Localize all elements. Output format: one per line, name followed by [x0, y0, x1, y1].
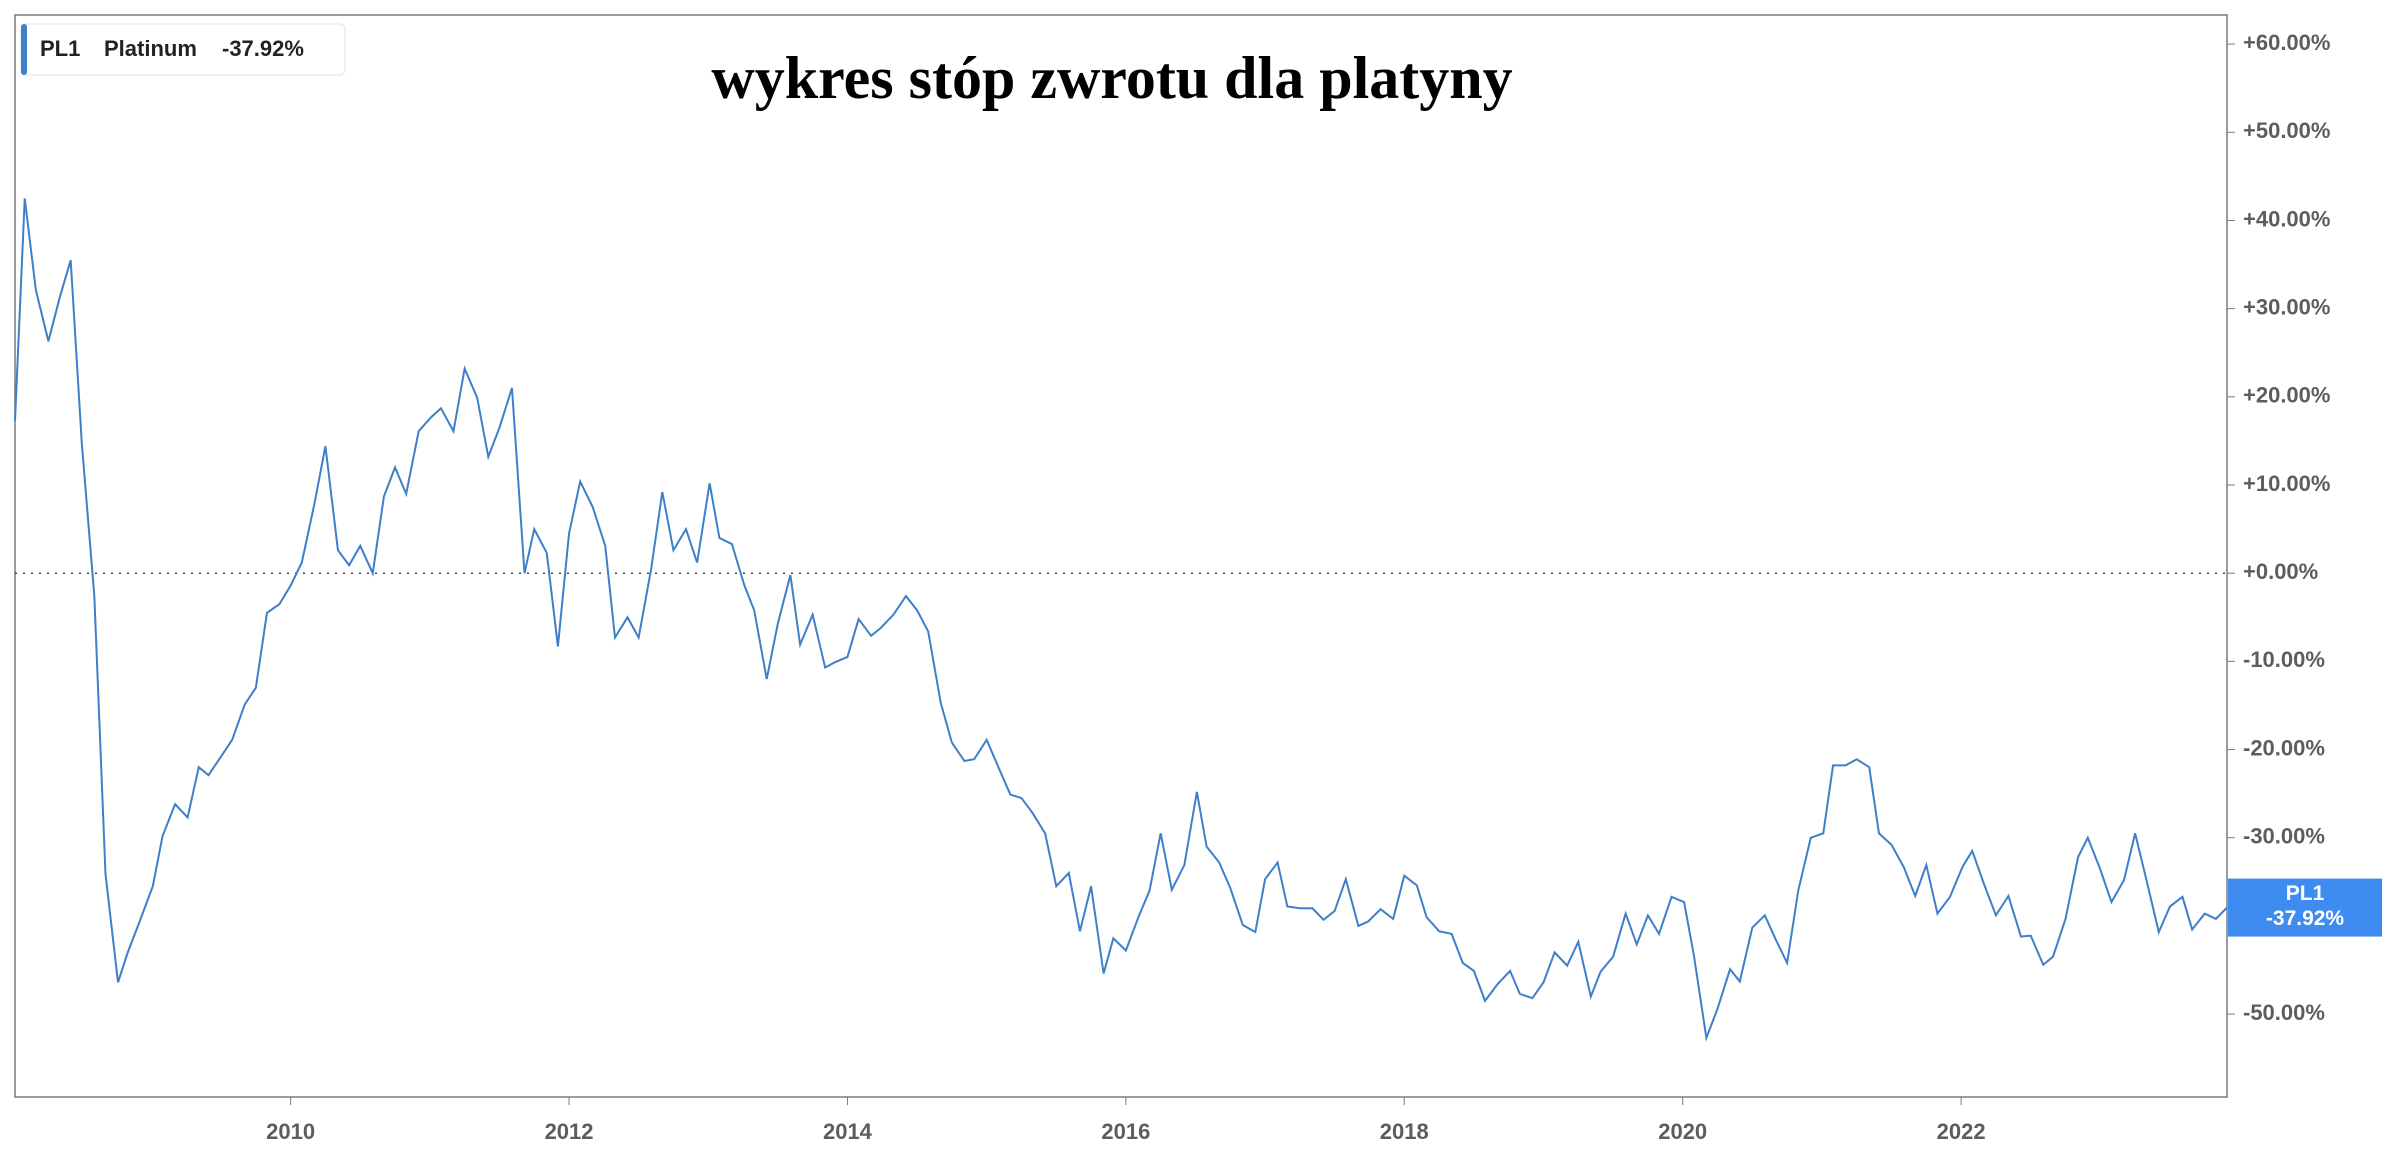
x-tick-label: 2010: [266, 1119, 315, 1144]
y-tick-label: +30.00%: [2243, 294, 2330, 319]
y-tick-label: -50.00%: [2243, 1000, 2325, 1025]
y-tick-label: -20.00%: [2243, 735, 2325, 760]
x-tick-label: 2018: [1380, 1119, 1429, 1144]
x-tick-label: 2016: [1101, 1119, 1150, 1144]
legend-name: Platinum: [104, 36, 197, 61]
badge-value: -37.92%: [2266, 907, 2345, 930]
chart-title: wykres stóp zwrotu dla platyny: [711, 45, 1512, 111]
plot-frame: [14, 14, 2228, 1098]
x-tick-label: 2014: [823, 1119, 873, 1144]
badge-symbol: PL1: [2286, 882, 2325, 905]
x-tick-label: 2020: [1658, 1119, 1707, 1144]
x-tick-label: 2022: [1937, 1119, 1986, 1144]
legend-symbol: PL1: [40, 36, 80, 61]
last-value-badge: [2228, 878, 2382, 937]
y-tick-label: +20.00%: [2243, 383, 2330, 408]
y-tick-label: +10.00%: [2243, 471, 2330, 496]
y-tick-label: +60.00%: [2243, 30, 2330, 55]
y-tick-label: -30.00%: [2243, 824, 2325, 849]
y-tick-label: -10.00%: [2243, 647, 2325, 672]
legend-swatch: [21, 24, 27, 75]
y-tick-label: +0.00%: [2243, 559, 2318, 584]
y-tick-label: +40.00%: [2243, 206, 2330, 231]
legend: PL1 Platinum -37.92%: [20, 23, 346, 76]
series-line: [14, 198, 2228, 1042]
x-tick-label: 2012: [545, 1119, 594, 1144]
legend-value: -37.92%: [222, 36, 304, 61]
y-tick-label: +50.00%: [2243, 118, 2330, 143]
